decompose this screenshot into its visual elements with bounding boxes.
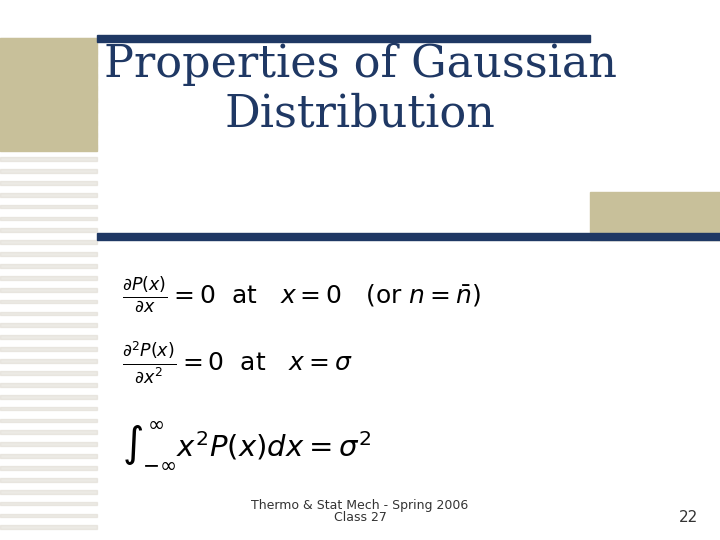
Bar (0, 217, 97, 220)
Bar (0, 288, 97, 292)
Bar (0, 300, 97, 303)
Bar (0, 359, 97, 363)
Bar (0, 264, 97, 268)
Bar (0, 252, 97, 256)
Text: $\frac{\partial P(x)}{\partial x} = 0$  at   $x = 0$   (or $n = \bar{n}$): $\frac{\partial P(x)}{\partial x} = 0$ a… (122, 274, 481, 315)
Bar (0, 514, 97, 517)
Bar (0, 323, 97, 327)
Bar (0, 169, 97, 173)
Text: $\int_{-\infty}^{\infty} x^2 P(x)dx = \sigma^2$: $\int_{-\infty}^{\infty} x^2 P(x)dx = \s… (122, 420, 372, 471)
Bar (0, 181, 97, 185)
Bar (0, 335, 97, 339)
Bar (0, 240, 97, 244)
Bar (0, 442, 97, 446)
Bar (0, 418, 97, 422)
Bar (0, 407, 97, 410)
Bar (0, 454, 97, 458)
Bar (97, 35, 590, 42)
Bar (0, 38, 97, 151)
Bar (0, 62, 97, 66)
Bar (0, 502, 97, 505)
Text: Thermo & Stat Mech - Spring 2006: Thermo & Stat Mech - Spring 2006 (251, 500, 469, 512)
Bar (0, 193, 97, 197)
Bar (0, 38, 97, 42)
Bar (0, 383, 97, 387)
Bar (0, 86, 97, 90)
Bar (0, 395, 97, 399)
Bar (0, 157, 97, 161)
Bar (0, 478, 97, 482)
Bar (0, 122, 97, 125)
Bar (590, 192, 720, 240)
Bar (0, 98, 97, 102)
Bar (0, 347, 97, 351)
Bar (0, 50, 97, 54)
Bar (0, 490, 97, 494)
Bar (0, 276, 97, 280)
Bar (0, 110, 97, 113)
Bar (0, 133, 97, 137)
Bar (0, 228, 97, 232)
Bar (0, 430, 97, 434)
Bar (0, 74, 97, 78)
Bar (0, 145, 97, 149)
Text: $\frac{\partial^2 P(x)}{\partial x^2} = 0$  at   $x = \sigma$: $\frac{\partial^2 P(x)}{\partial x^2} = … (122, 339, 353, 384)
Bar (0, 371, 97, 375)
Bar (97, 233, 720, 240)
Text: 22: 22 (679, 510, 698, 525)
Text: Properties of Gaussian
Distribution: Properties of Gaussian Distribution (104, 43, 616, 136)
Bar (0, 205, 97, 208)
Bar (0, 466, 97, 470)
Bar (0, 312, 97, 315)
Text: Class 27: Class 27 (333, 511, 387, 524)
Bar (0, 525, 97, 529)
